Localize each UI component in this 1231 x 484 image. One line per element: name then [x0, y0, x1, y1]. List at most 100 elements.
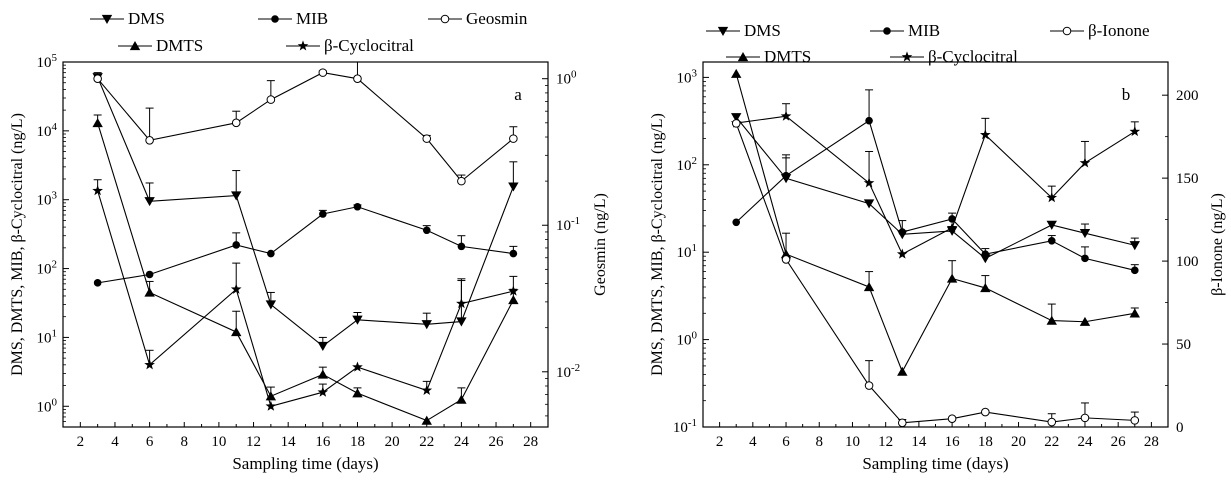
x-tick-label: 24 — [1077, 434, 1093, 450]
y2-tick-label: 10-2 — [556, 362, 580, 381]
data-point — [863, 199, 875, 209]
x-tick-label: 20 — [1011, 434, 1026, 450]
data-point — [422, 226, 431, 235]
x-tick-label: 10 — [845, 434, 860, 450]
legend-marker — [440, 14, 450, 24]
x-tick-label: 4 — [111, 434, 119, 450]
data-point — [353, 74, 362, 83]
legend-item: DMTS — [726, 47, 811, 66]
panel-label: a — [514, 85, 522, 104]
y2-tick-label: 200 — [1176, 88, 1199, 104]
data-point — [946, 222, 958, 233]
data-point — [456, 297, 467, 309]
data-point — [1046, 192, 1058, 203]
series--cyclocitral — [92, 179, 519, 411]
data-point — [1047, 417, 1057, 427]
legend-label: DMTS — [156, 36, 203, 55]
y-tick-label: 103 — [677, 67, 698, 86]
data-point — [422, 134, 432, 143]
data-point — [508, 285, 519, 296]
data-point — [782, 171, 790, 180]
y-tick-label: 105 — [37, 52, 58, 71]
data-point — [93, 74, 102, 83]
series-line — [97, 77, 514, 347]
series-dms — [92, 73, 519, 351]
y2-tick-label: 10-1 — [556, 215, 580, 234]
legend-label: Geosmin — [466, 9, 528, 28]
legend-marker — [297, 40, 309, 51]
data-point — [1130, 416, 1140, 425]
x-tick-label: 6 — [782, 434, 790, 450]
series-line — [735, 123, 1135, 424]
x-tick-label: 28 — [523, 434, 538, 450]
x-tick-label: 12 — [246, 434, 261, 450]
legend-item: DMTS — [118, 36, 203, 55]
x-tick-label: 18 — [350, 434, 365, 450]
y-axis-label: DMS, DMTS, MIB, β-Cyclocitral (ng/L) — [9, 113, 26, 376]
data-point — [980, 129, 991, 140]
series--ionone — [731, 119, 1140, 428]
data-point — [266, 95, 276, 104]
y-tick-label: 103 — [37, 190, 58, 209]
x-tick-label: 12 — [878, 434, 893, 450]
data-point — [92, 118, 103, 128]
data-point — [863, 282, 875, 292]
series-mib — [93, 202, 518, 287]
legend-item: β-Ionone — [1050, 21, 1150, 40]
x-axis-label: Sampling time (days) — [862, 454, 1008, 473]
data-point — [1130, 266, 1139, 275]
data-point — [731, 119, 741, 128]
data-point — [421, 415, 432, 425]
data-point — [509, 134, 518, 143]
data-point — [508, 182, 519, 192]
series-line — [736, 115, 1136, 255]
data-point — [421, 384, 433, 395]
data-point — [457, 242, 466, 251]
x-tick-label: 14 — [911, 434, 927, 450]
legend-marker — [1062, 26, 1072, 36]
legend-item: MIB — [258, 9, 328, 28]
panel-label: b — [1122, 85, 1131, 104]
data-point — [230, 283, 242, 294]
y2-tick-label: 100 — [1176, 254, 1199, 270]
series-line — [97, 72, 514, 182]
data-point — [265, 400, 277, 411]
x-tick-label: 20 — [385, 434, 400, 450]
x-tick-label: 16 — [945, 434, 961, 450]
series-line — [97, 206, 514, 284]
x-tick-label: 2 — [77, 434, 85, 450]
series-geosmin — [93, 61, 518, 186]
y2-axis-label: Geosmin (ng/L) — [592, 193, 609, 296]
data-point — [947, 414, 957, 424]
x-tick-label: 22 — [419, 434, 434, 450]
legend-label: DMTS — [764, 47, 811, 66]
x-tick-label: 6 — [146, 434, 154, 450]
data-point — [353, 202, 362, 211]
legend-label: β-Cyclocitral — [928, 47, 1018, 66]
data-point — [897, 366, 908, 376]
data-point — [865, 116, 873, 125]
data-point — [456, 317, 467, 327]
legend-marker — [737, 52, 749, 62]
data-point — [318, 68, 328, 77]
y-tick-label: 100 — [37, 396, 58, 415]
data-point — [92, 185, 103, 196]
series-line — [735, 119, 1135, 271]
plot-frame — [702, 61, 1169, 428]
y2-tick-label: 100 — [556, 69, 577, 88]
x-tick-label: 28 — [1144, 434, 1159, 450]
data-point — [231, 118, 241, 128]
data-point — [1046, 315, 1057, 325]
data-point — [1129, 308, 1140, 318]
x-tick-label: 8 — [181, 434, 189, 450]
data-point — [1046, 220, 1057, 230]
data-point — [1047, 237, 1056, 245]
data-point — [508, 295, 519, 305]
data-point — [732, 218, 741, 227]
series-dms — [731, 113, 1140, 264]
data-point — [1081, 254, 1089, 263]
data-point — [317, 386, 329, 397]
data-point — [1079, 157, 1091, 168]
y-tick-label: 100 — [677, 330, 698, 349]
data-point — [232, 241, 241, 249]
